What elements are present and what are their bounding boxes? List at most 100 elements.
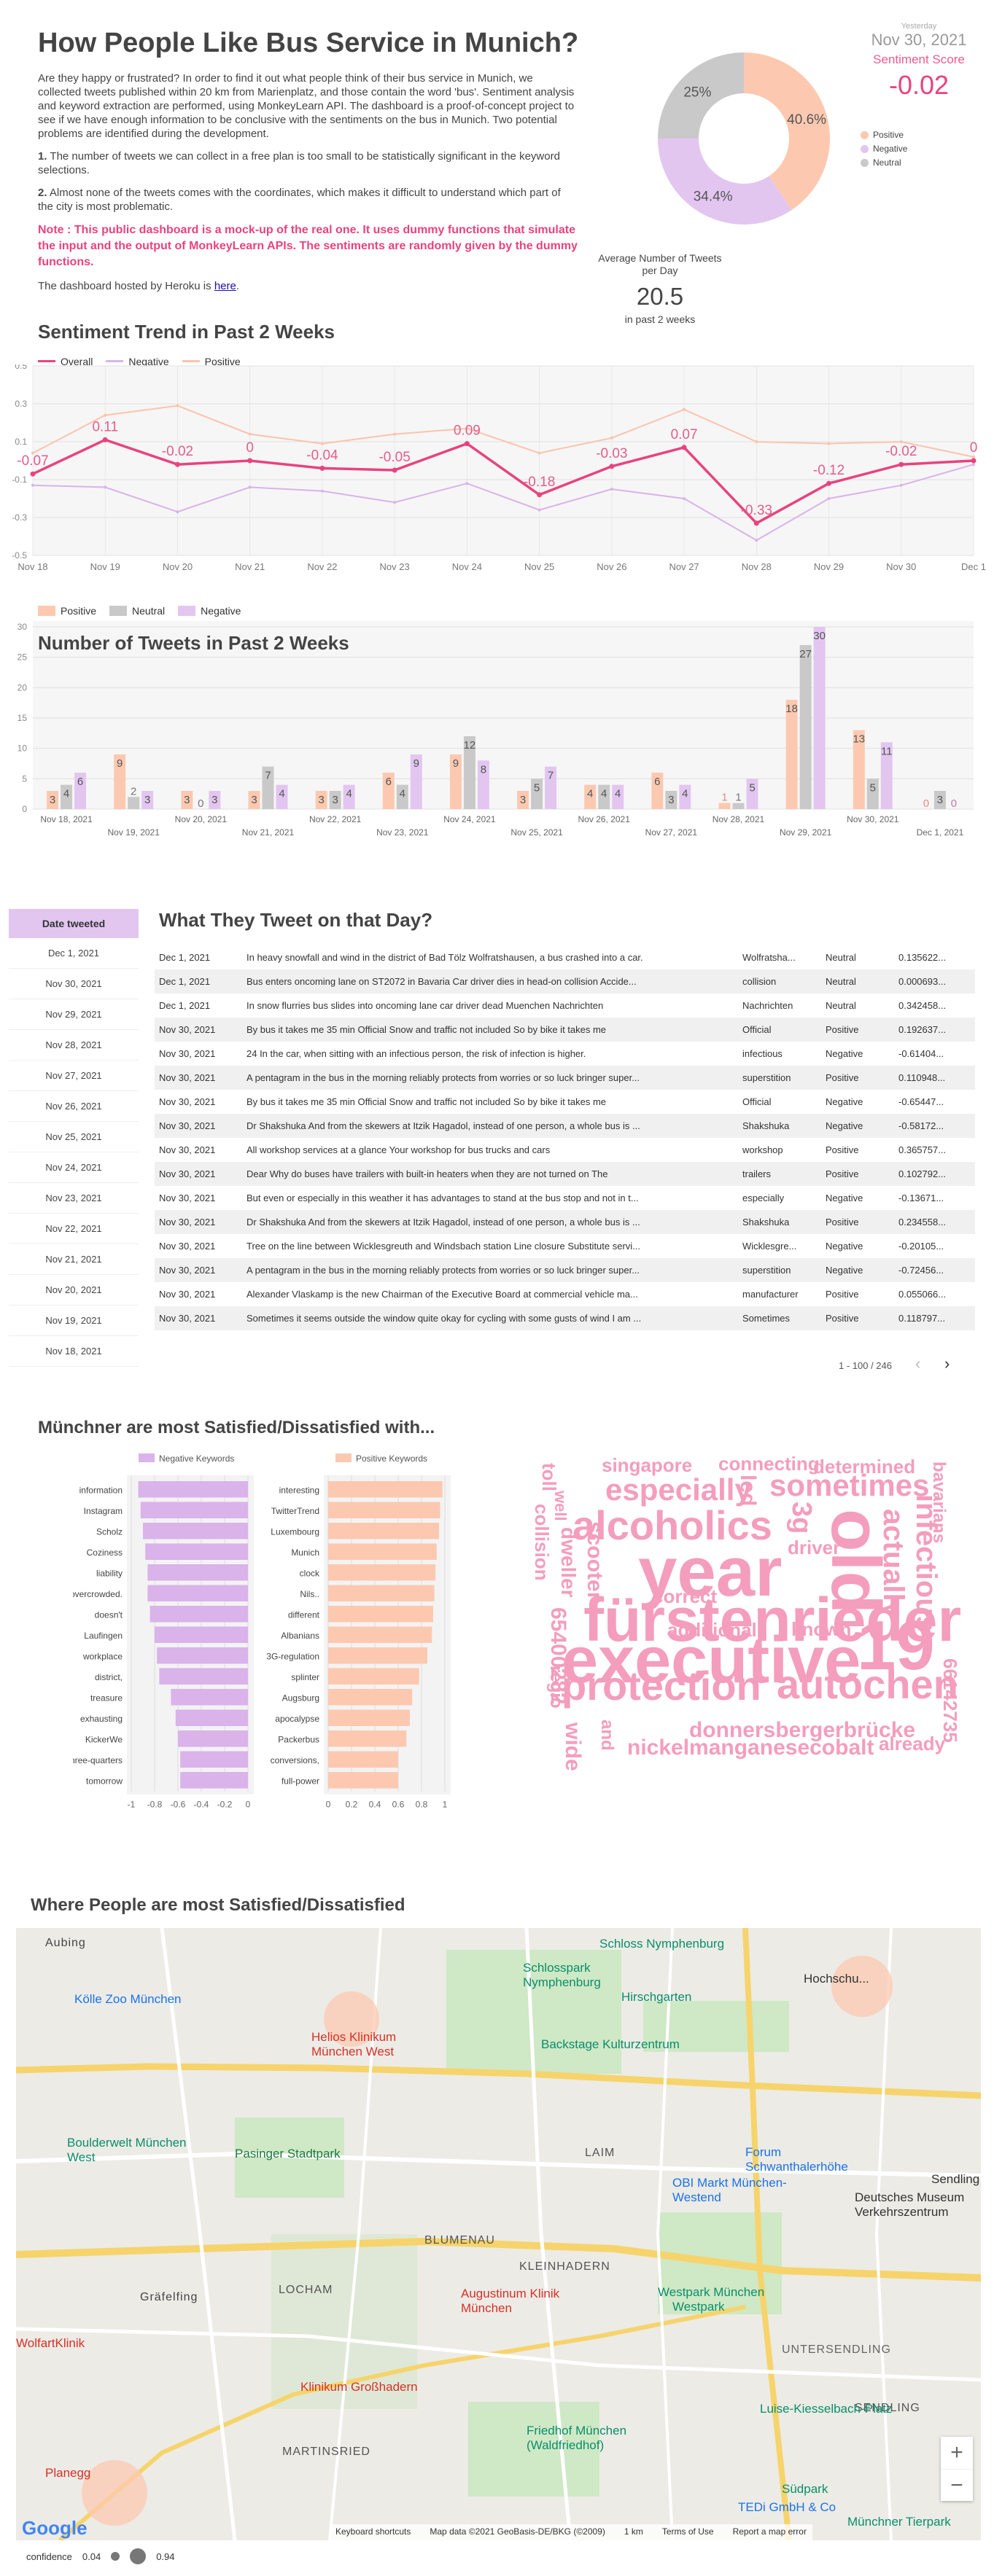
table-row[interactable]: Nov 30, 2021 Dr Shakshuka And from the sk… [155, 1210, 975, 1234]
table-row[interactable]: Nov 30, 2021 Tree on the line between Wic… [155, 1234, 975, 1258]
date-filter-item[interactable]: Nov 18, 2021 [9, 1336, 139, 1367]
date-filter-item[interactable]: Nov 23, 2021 [9, 1183, 139, 1214]
map-place-label[interactable]: KLEINHADERN [519, 2260, 610, 2273]
map-place-label[interactable]: Südpark [782, 2482, 828, 2496]
date-filter-item[interactable]: Nov 29, 2021 [9, 999, 139, 1030]
map-place-label[interactable]: Pasinger Stadtpark [235, 2147, 341, 2161]
map-place-label[interactable]: Helios Klinikum München West [311, 2030, 397, 2058]
map-attribution-item[interactable]: Report a map error [732, 2526, 807, 2537]
count-bar-label: 9 [453, 757, 459, 770]
map-place-label[interactable]: Hochschu... [804, 1972, 869, 1986]
map-place-label[interactable]: Sendling [931, 2172, 980, 2186]
next-page-icon[interactable]: › [944, 1354, 950, 1373]
table-row[interactable]: Nov 30, 2021 24 In the car, when sitting … [155, 1042, 975, 1066]
map-place-label[interactable]: LOCHAM [279, 2284, 333, 2296]
date-filter-item[interactable]: Nov 22, 2021 [9, 1214, 139, 1244]
map-place-label[interactable]: Luise-Kiesselbach-Platz [760, 2402, 893, 2416]
map-place-label[interactable]: Forum Schwanthalerhöhe [745, 2145, 848, 2174]
map-place-label[interactable]: Deutsches Museum Verkehrszentrum [855, 2190, 965, 2219]
date-filter-item[interactable]: Nov 30, 2021 [9, 969, 139, 999]
count-bar-label: 3 [144, 794, 150, 806]
table-row[interactable]: Dec 1, 2021 Bus enters oncoming lane on S… [155, 969, 975, 994]
tweet-text: By bus it takes me 35 min Official Snow … [246, 1096, 607, 1107]
tweet-score: 0.000693... [898, 976, 947, 987]
date-filter-item[interactable]: Nov 26, 2021 [9, 1091, 139, 1122]
table-row[interactable]: Nov 30, 2021 All workshop services at a g… [155, 1138, 975, 1162]
tweet-score: -0.65447... [898, 1096, 944, 1107]
tweet-text: Tree on the line between Wicklesgreuth a… [246, 1241, 641, 1252]
table-row[interactable]: Nov 30, 2021 By bus it takes me 35 min Of… [155, 1018, 975, 1042]
legend-label: Overall [61, 355, 93, 367]
table-row[interactable]: Nov 30, 2021 Dear Why do buses have trail… [155, 1162, 975, 1186]
tweet-date: Dec 1, 2021 [159, 976, 211, 987]
date-filter-item[interactable]: Nov 25, 2021 [9, 1122, 139, 1152]
map-place-label[interactable]: Kölle Zoo München [74, 1992, 182, 2006]
zoom-out-button[interactable]: − [941, 2469, 973, 2501]
tweet-keyword: Shakshuka [742, 1120, 790, 1131]
map-attribution-item[interactable]: 1 km [624, 2526, 643, 2537]
donut-legend-item: Positive [861, 130, 907, 140]
map-place-label[interactable]: TEDi GmbH & Co [738, 2500, 836, 2514]
negative-series [32, 464, 974, 542]
table-row[interactable]: Dec 1, 2021 In snow flurries bus slides i… [155, 994, 975, 1018]
date-filter-item[interactable]: Nov 19, 2021 [9, 1305, 139, 1336]
count-bar-label: 4 [346, 788, 352, 800]
legend-label: Positive [873, 130, 904, 140]
positive-series-point [610, 436, 613, 440]
map-place-label[interactable]: Gräfelfing [140, 2291, 198, 2303]
map-attribution-item[interactable]: Keyboard shortcuts [335, 2526, 411, 2537]
map-place-label[interactable]: Aubing [45, 1937, 86, 1949]
kw-legend-label: Positive Keywords [356, 1453, 427, 1464]
map-place-label[interactable]: UNTERSENDLING [782, 2343, 891, 2356]
map-place-label[interactable]: Augustinum Klinik München [461, 2287, 560, 2315]
map-place-label[interactable]: Friedhof München (Waldfriedhof) [527, 2424, 627, 2452]
negative-series-point [393, 501, 397, 504]
kw-label: Luxembourg [271, 1526, 319, 1537]
map-place-label[interactable]: Schlosspark Nymphenburg [523, 1961, 601, 1989]
date-tweeted-header[interactable]: Date tweeted [9, 909, 139, 938]
kw-label: Scholz [96, 1526, 123, 1537]
tweet-keyword: superstition [742, 1265, 791, 1276]
map-place-label[interactable]: WolfartKlinik [16, 2336, 85, 2350]
date-filter-item[interactable]: Nov 28, 2021 [9, 1030, 139, 1061]
map-place-label[interactable]: Hirschgarten [621, 1990, 692, 2004]
date-filter-item[interactable]: Dec 1, 2021 [9, 938, 139, 969]
map-place-label[interactable]: MARTINSRIED [282, 2446, 370, 2458]
prev-page-icon[interactable]: ‹ [915, 1354, 921, 1373]
map-place-label[interactable]: Münchner Tierpark [847, 2515, 951, 2529]
map-attribution-item[interactable]: Terms of Use [661, 2526, 714, 2537]
date-filter-item[interactable]: Nov 20, 2021 [9, 1275, 139, 1305]
table-row[interactable]: Nov 30, 2021 But even or especially in th… [155, 1186, 975, 1210]
zoom-in-button[interactable]: + [950, 2440, 963, 2464]
table-row[interactable]: Nov 30, 2021 Dr Shakshuka And from the sk… [155, 1114, 975, 1138]
map-place-label[interactable]: SENDLING [855, 2402, 920, 2414]
table-row[interactable]: Nov 30, 2021 Alexander Vlaskamp is the ne… [155, 1282, 975, 1306]
map-place-label[interactable]: Westpark München [658, 2285, 765, 2299]
date-filter-item[interactable]: Nov 24, 2021 [9, 1152, 139, 1183]
map-place-label[interactable]: Westpark [672, 2300, 725, 2314]
map-place-label[interactable]: Backstage Kulturzentrum [541, 2037, 680, 2051]
map-place-label[interactable]: Planegg [45, 2466, 91, 2480]
map-place-label[interactable]: OBI Markt München-Westend [672, 2176, 787, 2204]
table-row[interactable]: Nov 30, 2021 Sometimes it seems outside t… [155, 1306, 975, 1330]
map-place-label[interactable]: Boulderwelt München West [67, 2136, 187, 2164]
map-place-label[interactable]: Klinikum Großhadern [300, 2380, 418, 2394]
negative-series-point [972, 463, 975, 467]
table-row[interactable]: Nov 30, 2021 A pentagram in the bus in th… [155, 1066, 975, 1090]
map-place-label[interactable]: BLUMENAU [424, 2234, 495, 2247]
counts-ytick: 20 [18, 682, 28, 692]
count-bar-negative [276, 784, 288, 809]
table-row[interactable]: Nov 30, 2021 By bus it takes me 35 min Of… [155, 1090, 975, 1114]
map-place-label[interactable]: Schloss Nymphenburg [599, 1937, 725, 1951]
table-row[interactable]: Nov 30, 2021 A pentagram in the bus in th… [155, 1258, 975, 1282]
negative-series-point [465, 482, 469, 485]
map-attribution-item[interactable]: Map data ©2021 GeoBasis-DE/BKG (©2009) [430, 2526, 605, 2537]
sentiment-map[interactable]: Aubing Schloss Nymphenburg Schlosspark Nym… [16, 1928, 981, 2540]
counts-ytick: 0 [22, 804, 27, 814]
date-filter-item[interactable]: Nov 27, 2021 [9, 1061, 139, 1091]
date-filter-item[interactable]: Nov 21, 2021 [9, 1244, 139, 1275]
kw-bar [328, 1543, 437, 1560]
heroku-link[interactable]: here [214, 280, 236, 292]
map-place-label[interactable]: LAIM [585, 2147, 616, 2159]
table-row[interactable]: Dec 1, 2021 In heavy snowfall and wind in… [155, 945, 975, 969]
